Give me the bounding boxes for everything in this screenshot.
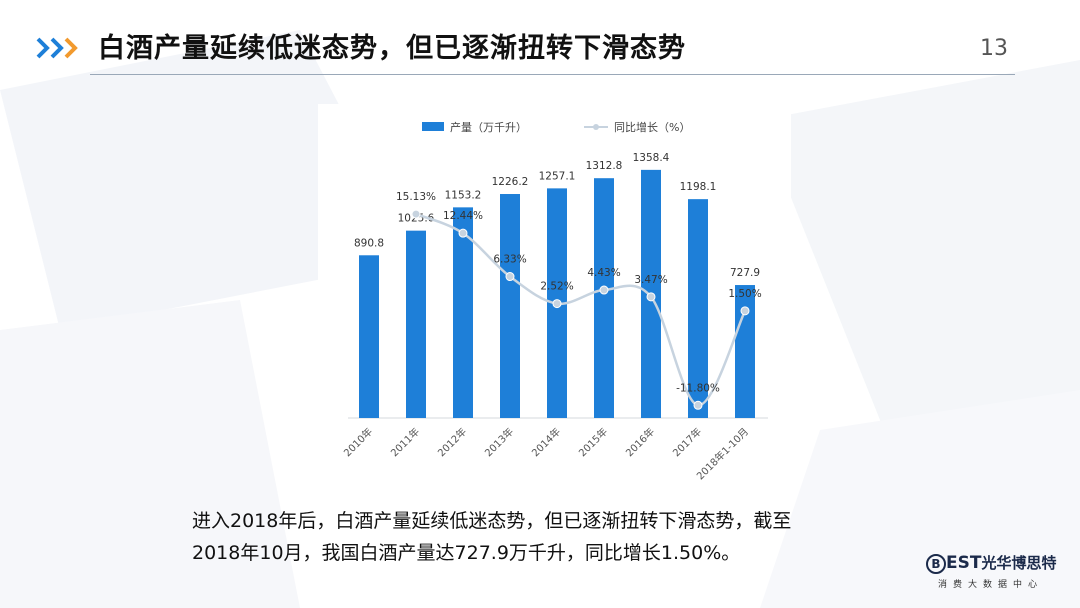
bar: [453, 207, 473, 418]
growth-point: [505, 272, 515, 282]
bar: [735, 285, 755, 418]
caption-line-2: 2018年10月，我国白酒产量达727.9万千升，同比增长1.50%。: [192, 542, 741, 564]
growth-value-label: 3.47%: [634, 274, 667, 286]
x-tick-label: 2017年: [670, 425, 704, 459]
growth-value-label: 12.44%: [443, 210, 483, 222]
growth-value-label: 6.33%: [493, 254, 526, 266]
legend-label-line: 同比增长（%）: [614, 120, 690, 134]
bar-value-label: 1025.6: [398, 213, 435, 225]
company-logo: B EST光华博思特 消费大数据中心: [926, 552, 1056, 596]
bar: [688, 199, 708, 418]
logo-est: EST: [946, 553, 982, 573]
bar-value-label: 1198.1: [680, 181, 717, 193]
legend-marker-line: [593, 124, 599, 130]
bar: [500, 194, 520, 418]
caption-line-1: 进入2018年后，白酒产量延续低迷态势，但已逐渐扭转下滑态势，截至: [192, 510, 792, 532]
growth-point: [411, 209, 421, 219]
growth-value-label: 4.43%: [587, 267, 620, 279]
bar-value-label: 1257.1: [539, 170, 576, 182]
production-chart: 产量（万千升） 同比增长（%） 890.8 2010年 1025.6 2011年 1153.…: [341, 120, 768, 482]
growth-point: [740, 306, 750, 316]
growth-point: [458, 228, 468, 238]
growth-point: [646, 292, 656, 302]
bar-value-label: 890.8: [354, 237, 384, 249]
bar-value-label: 1153.2: [445, 189, 482, 201]
bar-value-label: 1226.2: [492, 176, 529, 188]
logo-subtitle: 消费大数据中心: [938, 580, 1044, 590]
x-tick-label: 2010年: [341, 425, 375, 459]
bar-value-label: 1358.4: [633, 152, 670, 164]
x-tick-label: 2011年: [388, 425, 422, 459]
logo-name: 光华博思特: [981, 554, 1057, 572]
page-number: 13: [980, 36, 1008, 61]
x-tick-label: 2013年: [482, 425, 516, 459]
logo-mark: B EST光华博思特: [926, 552, 1056, 574]
bar: [406, 230, 426, 418]
x-tick-label: 2012年: [435, 425, 469, 459]
growth-point: [599, 285, 609, 295]
x-tick-label: 2014年: [529, 425, 563, 459]
header-divider: [90, 74, 1015, 75]
growth-point: [693, 400, 703, 410]
logo-b: B: [926, 554, 946, 574]
bar: [594, 178, 614, 418]
page-title: 白酒产量延续低迷态势，但已逐渐扭转下滑态势: [98, 33, 686, 64]
growth-value-label: 2.52%: [540, 281, 573, 293]
growth-point: [552, 299, 562, 309]
bar: [359, 255, 379, 418]
growth-value-label: 1.50%: [728, 288, 761, 300]
header-chevron-icon: [36, 37, 78, 59]
legend-label-bar: 产量（万千升）: [450, 120, 527, 134]
x-tick-label: 2016年: [623, 425, 657, 459]
caption-text: 进入2018年后，白酒产量延续低迷态势，但已逐渐扭转下滑态势，截至 2018年1…: [192, 505, 932, 569]
bar-value-label: 727.9: [730, 267, 760, 279]
bar-value-label: 1312.8: [586, 160, 623, 172]
x-tick-label: 2015年: [576, 425, 610, 459]
growth-value-label: -11.80%: [676, 382, 720, 394]
legend-swatch-bar: [422, 122, 444, 131]
growth-value-label: 15.13%: [396, 191, 436, 203]
chart-panel: 产量（万千升） 同比增长（%） 890.8 2010年 1025.6 2011年 1153.…: [318, 104, 791, 486]
